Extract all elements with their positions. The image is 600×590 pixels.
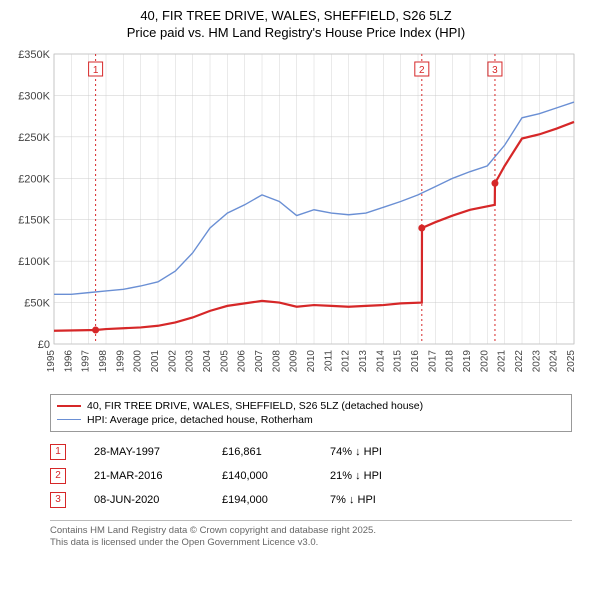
event-row: 1 28-MAY-1997 £16,861 74% ↓ HPI bbox=[50, 440, 572, 464]
event-marker-number: 1 bbox=[50, 444, 66, 460]
footer-line-1: Contains HM Land Registry data © Crown c… bbox=[50, 525, 376, 536]
event-hpi-diff: 7% ↓ HPI bbox=[330, 494, 410, 506]
footer-line-2: This data is licensed under the Open Gov… bbox=[50, 537, 318, 548]
event-date: 08-JUN-2020 bbox=[94, 494, 194, 506]
svg-text:2016: 2016 bbox=[410, 349, 421, 372]
event-table: 1 28-MAY-1997 £16,861 74% ↓ HPI 2 21-MAR-2016… bbox=[50, 440, 572, 512]
event-date: 28-MAY-1997 bbox=[94, 446, 194, 458]
event-price: £16,861 bbox=[222, 446, 302, 458]
chart-area: £0 £50K £100K £150K £200K £250K £300K £350K 1995… bbox=[8, 48, 584, 388]
title-line-2: Price paid vs. HM Land Registry's House … bbox=[127, 25, 465, 40]
svg-text:2021: 2021 bbox=[497, 349, 508, 372]
svg-text:1: 1 bbox=[93, 65, 99, 76]
svg-text:2013: 2013 bbox=[358, 349, 369, 372]
legend: 40, FIR TREE DRIVE, WALES, SHEFFIELD, S2… bbox=[50, 394, 572, 432]
svg-text:2015: 2015 bbox=[393, 349, 404, 372]
svg-text:2024: 2024 bbox=[549, 349, 560, 372]
svg-text:2009: 2009 bbox=[289, 349, 300, 372]
svg-text:2006: 2006 bbox=[237, 349, 248, 372]
svg-text:2: 2 bbox=[419, 65, 425, 76]
svg-text:2017: 2017 bbox=[427, 349, 438, 372]
svg-text:2004: 2004 bbox=[202, 349, 213, 372]
svg-text:2005: 2005 bbox=[219, 349, 230, 372]
svg-text:£200K: £200K bbox=[18, 173, 50, 185]
svg-text:£100K: £100K bbox=[18, 256, 50, 268]
svg-text:1998: 1998 bbox=[98, 349, 109, 372]
event-hpi-diff: 74% ↓ HPI bbox=[330, 446, 410, 458]
svg-text:2002: 2002 bbox=[167, 349, 178, 372]
event-marker-number: 2 bbox=[50, 468, 66, 484]
legend-swatch bbox=[57, 419, 81, 420]
svg-text:£250K: £250K bbox=[18, 132, 50, 144]
svg-text:1997: 1997 bbox=[81, 349, 92, 372]
svg-text:£150K: £150K bbox=[18, 214, 50, 226]
svg-text:2001: 2001 bbox=[150, 349, 161, 372]
svg-text:1996: 1996 bbox=[63, 349, 74, 372]
event-row: 2 21-MAR-2016 £140,000 21% ↓ HPI bbox=[50, 464, 572, 488]
event-price: £140,000 bbox=[222, 470, 302, 482]
event-marker-number: 3 bbox=[50, 492, 66, 508]
legend-item: HPI: Average price, detached house, Roth… bbox=[57, 413, 565, 427]
event-price: £194,000 bbox=[222, 494, 302, 506]
svg-text:1995: 1995 bbox=[46, 349, 57, 372]
svg-text:3: 3 bbox=[492, 65, 498, 76]
footer-attribution: Contains HM Land Registry data © Crown c… bbox=[50, 520, 572, 550]
event-date: 21-MAR-2016 bbox=[94, 470, 194, 482]
legend-item: 40, FIR TREE DRIVE, WALES, SHEFFIELD, S2… bbox=[57, 399, 565, 413]
legend-swatch bbox=[57, 405, 81, 407]
svg-text:2022: 2022 bbox=[514, 349, 525, 372]
svg-text:2000: 2000 bbox=[133, 349, 144, 372]
line-chart: £0 £50K £100K £150K £200K £250K £300K £350K 1995… bbox=[8, 48, 584, 388]
svg-text:£350K: £350K bbox=[18, 49, 50, 61]
svg-text:2025: 2025 bbox=[566, 349, 577, 372]
svg-text:2003: 2003 bbox=[185, 349, 196, 372]
svg-text:£50K: £50K bbox=[24, 297, 50, 309]
event-hpi-diff: 21% ↓ HPI bbox=[330, 470, 410, 482]
legend-label: HPI: Average price, detached house, Roth… bbox=[87, 414, 313, 426]
svg-text:2012: 2012 bbox=[341, 349, 352, 372]
svg-text:1999: 1999 bbox=[115, 349, 126, 372]
chart-title: 40, FIR TREE DRIVE, WALES, SHEFFIELD, S2… bbox=[8, 8, 584, 42]
svg-text:2018: 2018 bbox=[445, 349, 456, 372]
svg-text:2019: 2019 bbox=[462, 349, 473, 372]
svg-text:2020: 2020 bbox=[479, 349, 490, 372]
event-row: 3 08-JUN-2020 £194,000 7% ↓ HPI bbox=[50, 488, 572, 512]
svg-text:2011: 2011 bbox=[323, 349, 334, 371]
legend-label: 40, FIR TREE DRIVE, WALES, SHEFFIELD, S2… bbox=[87, 400, 423, 412]
svg-text:£0: £0 bbox=[38, 339, 50, 351]
svg-text:2008: 2008 bbox=[271, 349, 282, 372]
title-line-1: 40, FIR TREE DRIVE, WALES, SHEFFIELD, S2… bbox=[140, 8, 451, 23]
svg-text:2014: 2014 bbox=[375, 349, 386, 372]
svg-text:2023: 2023 bbox=[531, 349, 542, 372]
svg-text:£300K: £300K bbox=[18, 90, 50, 102]
svg-text:2007: 2007 bbox=[254, 349, 265, 372]
svg-text:2010: 2010 bbox=[306, 349, 317, 372]
